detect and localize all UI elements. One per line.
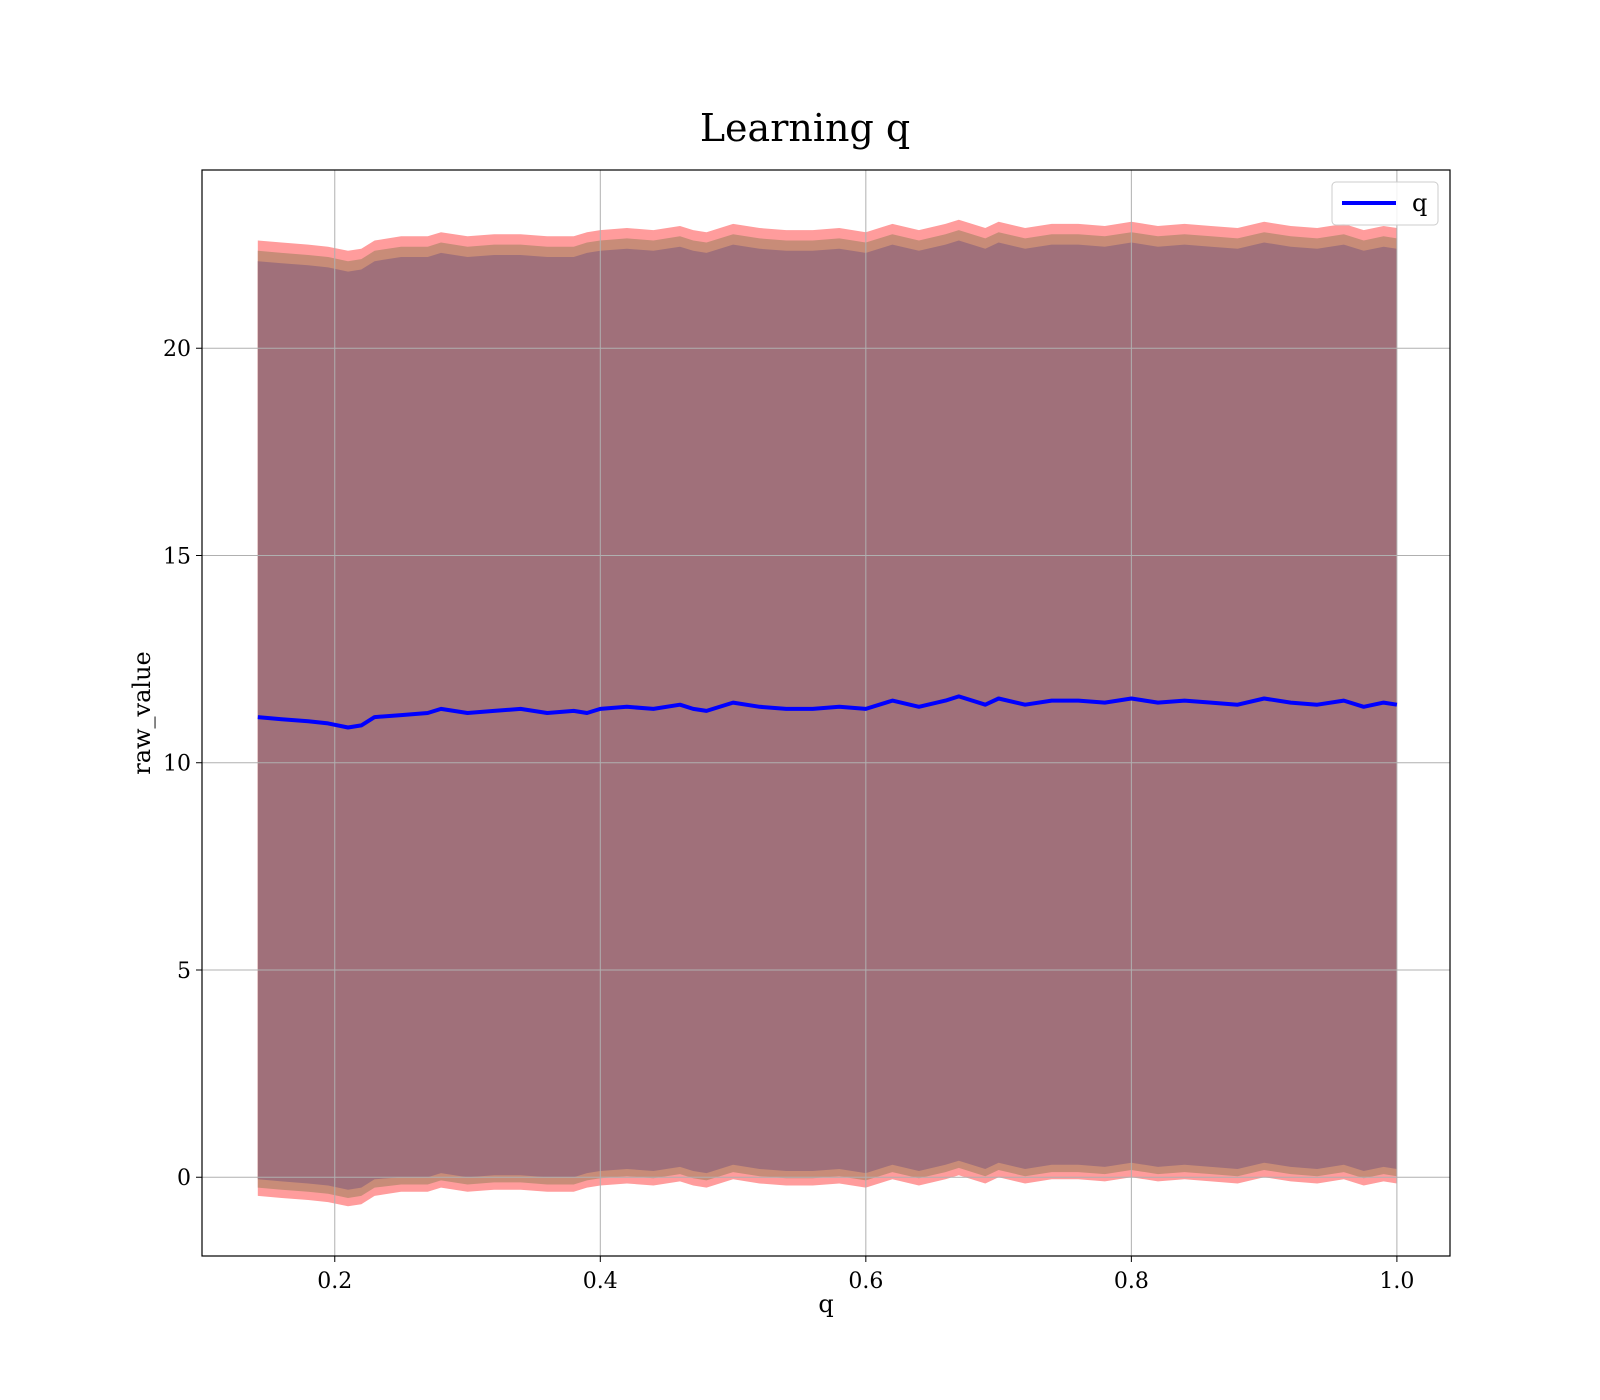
series-lines xyxy=(257,694,1398,730)
confidence-bands xyxy=(257,219,1397,1207)
legend-label-q: q xyxy=(1412,189,1427,217)
x-axis-label: q xyxy=(818,1290,833,1318)
x-tick-label: 0.2 xyxy=(317,1269,352,1294)
y-tick-label: 5 xyxy=(177,959,191,984)
x-tick-label: 0.6 xyxy=(848,1269,883,1294)
x-tick-label: 0.4 xyxy=(583,1269,618,1294)
y-axis-label: raw_value xyxy=(128,651,156,775)
series-line-q xyxy=(257,694,1398,730)
y-tick-label: 10 xyxy=(163,752,191,777)
y-axis-ticks: 0 5 10 15 20 xyxy=(163,337,202,1191)
grid xyxy=(202,170,1450,1256)
y-tick-label: 15 xyxy=(163,544,191,569)
x-axis-ticks: 0.2 0.4 0.6 0.8 1.0 xyxy=(317,1256,1414,1294)
plot-frame xyxy=(201,169,1451,1257)
y-tick-label: 20 xyxy=(163,337,191,362)
x-tick-label: 0.8 xyxy=(1114,1269,1149,1294)
x-tick-label: 1.0 xyxy=(1379,1269,1414,1294)
inner-band xyxy=(257,240,1397,1190)
y-tick-label: 0 xyxy=(177,1166,191,1191)
chart-title: Learning q xyxy=(700,106,910,150)
legend: q xyxy=(1331,181,1439,226)
